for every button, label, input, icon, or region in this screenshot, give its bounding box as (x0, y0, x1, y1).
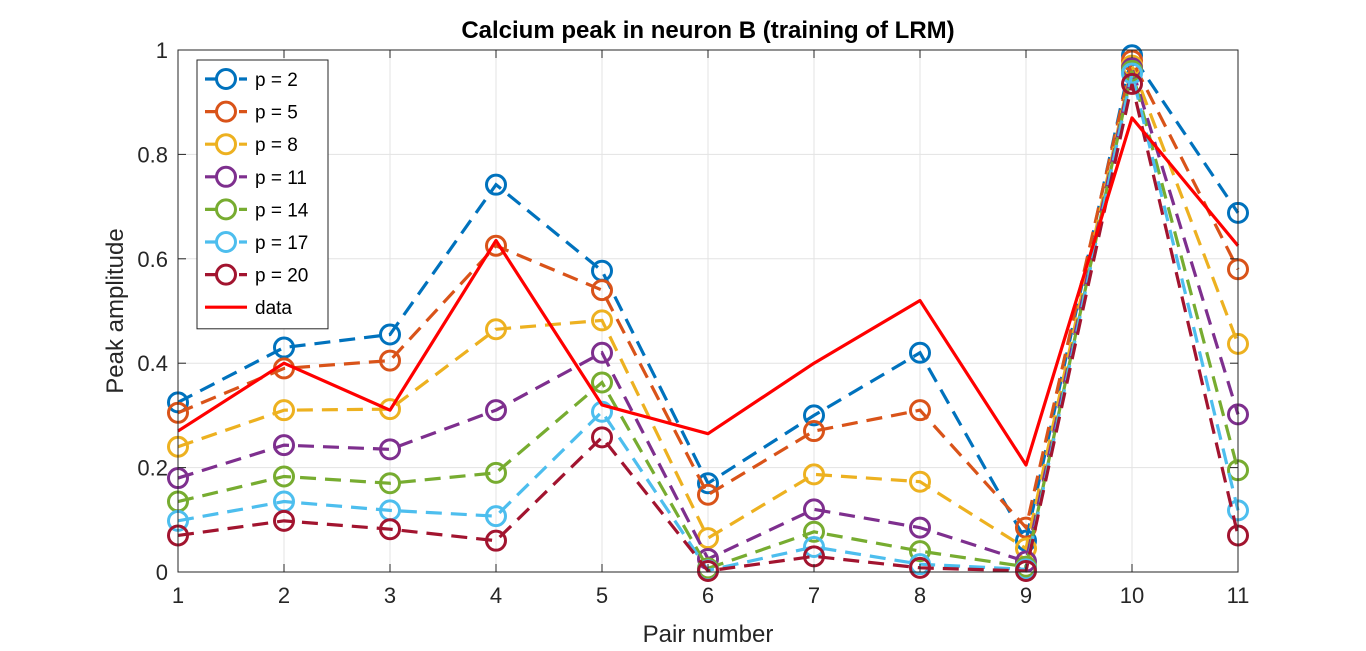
data-point (803, 520, 825, 543)
data-point (273, 509, 295, 532)
series-line (177, 116, 1240, 467)
data-point (909, 540, 931, 563)
data-point (697, 472, 719, 495)
data-point (379, 472, 401, 495)
x-tick-label: 5 (596, 583, 608, 608)
x-tick-label: 3 (384, 583, 396, 608)
legend-marker (215, 133, 237, 156)
data-point (697, 483, 719, 506)
data-point (591, 341, 613, 364)
data-point (909, 399, 931, 422)
legend-entry: p = 14 (205, 198, 309, 221)
legend-label: p = 8 (255, 135, 298, 156)
data-point (485, 318, 507, 341)
data-point (1121, 62, 1143, 85)
legend-marker (215, 231, 237, 253)
legend-marker (215, 165, 237, 188)
legend-entry: p = 5 (205, 100, 298, 124)
x-tick-label: 11 (1227, 583, 1250, 608)
legend-label: p = 11 (255, 168, 307, 189)
legend-marker (215, 198, 237, 221)
series-layer (167, 44, 1249, 582)
data-point (803, 535, 825, 558)
data-point (803, 498, 825, 521)
legend-entry: p = 8 (205, 133, 298, 156)
legend-label: p = 14 (255, 200, 309, 221)
y-axis-label: Peak amplitude (102, 228, 129, 393)
series-data (177, 116, 1240, 467)
data-point (379, 398, 401, 421)
y-tick-label: 0 (156, 560, 168, 585)
x-tick-label: 10 (1120, 583, 1144, 608)
data-point (273, 465, 295, 488)
data-point (485, 173, 507, 196)
data-point (591, 371, 613, 394)
legend-marker (215, 68, 237, 90)
chart-title: Calcium peak in neuron B (training of LR… (461, 17, 954, 44)
y-tick-label: 0.6 (137, 247, 168, 272)
data-point (273, 336, 295, 359)
data-point (1015, 559, 1037, 582)
legend-label: p = 5 (255, 103, 298, 124)
data-point (485, 234, 507, 257)
data-point (379, 323, 401, 346)
legend-box (196, 59, 329, 330)
data-point (803, 463, 825, 486)
series-line (177, 60, 1240, 552)
data-point (909, 556, 931, 579)
x-tick-label: 4 (490, 583, 502, 608)
data-point (591, 309, 613, 332)
data-point (697, 559, 719, 582)
legend-label: p = 2 (255, 70, 298, 91)
legend-marker (215, 263, 237, 286)
legend-marker (215, 100, 237, 123)
x-tick-label: 2 (278, 583, 290, 608)
series-line (177, 70, 1240, 571)
data-point (379, 518, 401, 541)
legend-entry: p = 17 (205, 231, 308, 254)
data-point (273, 434, 295, 457)
data-point (273, 399, 295, 422)
y-tick-label: 1 (156, 38, 168, 63)
x-axis-label: Pair number (643, 621, 774, 648)
data-point (591, 426, 613, 449)
data-point (485, 505, 507, 528)
data-point (485, 461, 507, 484)
y-tick-label: 0.4 (137, 351, 168, 376)
x-tick-label: 6 (702, 583, 714, 608)
legend-label: p = 17 (255, 233, 308, 254)
x-tick-label: 1 (172, 583, 184, 608)
axis-ticks: 1 2 3 4 5 6 7 8 9 10 11 0 0.2 0.4 0.6 0.8 1 (137, 38, 1249, 608)
data-point (379, 349, 401, 372)
y-tick-label: 0.8 (137, 142, 168, 167)
data-point (909, 470, 931, 493)
data-point (379, 438, 401, 461)
data-point (591, 279, 613, 302)
legend-entry: p = 20 (205, 263, 308, 287)
x-tick-label: 9 (1020, 583, 1032, 608)
legend-label: p = 20 (255, 266, 308, 287)
x-tick-label: 8 (914, 583, 926, 608)
legend-entry: data (205, 298, 292, 319)
data-point (803, 420, 825, 443)
data-point (909, 516, 931, 539)
data-point (909, 341, 931, 364)
x-tick-label: 7 (808, 583, 820, 608)
data-point (485, 399, 507, 422)
legend-entry: p = 11 (205, 165, 307, 189)
legend: p = 2 p = 5 p = 8 p = 11 p = 14 p = 17 p = 20 d… (196, 59, 329, 330)
legend-entry: p = 2 (205, 68, 298, 91)
data-point (803, 404, 825, 427)
data-point (1121, 72, 1143, 95)
series-line (177, 55, 1240, 531)
legend-label: data (255, 298, 292, 319)
y-tick-label: 0.2 (137, 456, 168, 481)
data-point (485, 529, 507, 552)
